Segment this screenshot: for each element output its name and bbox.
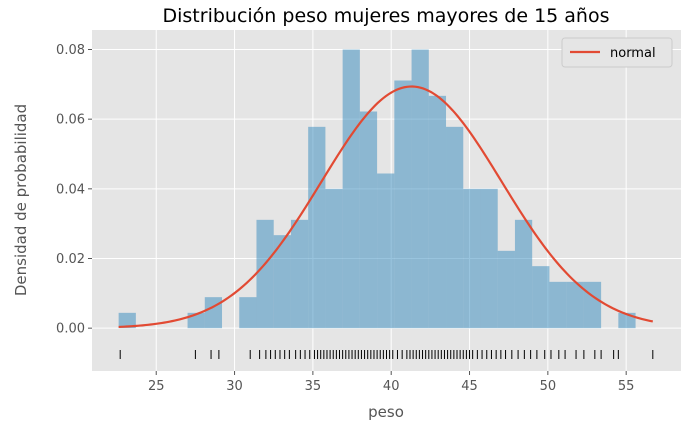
rug-marks bbox=[119, 350, 654, 359]
y-axis-label: Densidad de probabilidad bbox=[12, 104, 30, 296]
y-tick-label: 0.06 bbox=[56, 113, 85, 128]
y-tick-label: 0.02 bbox=[56, 252, 85, 267]
histogram-bar bbox=[497, 250, 515, 329]
histogram-bar bbox=[480, 188, 498, 329]
histogram-bar bbox=[377, 173, 395, 329]
histogram-bars bbox=[118, 49, 636, 329]
histogram-bar bbox=[549, 281, 567, 329]
histogram-bar bbox=[118, 312, 136, 329]
histogram-bar bbox=[532, 266, 550, 329]
histogram-bar bbox=[583, 281, 602, 329]
histogram-bar bbox=[428, 95, 447, 329]
histogram-bar bbox=[394, 80, 412, 329]
histogram-bar bbox=[463, 188, 481, 329]
y-tick-label: 0.08 bbox=[56, 43, 85, 58]
histogram-bar bbox=[204, 297, 223, 329]
histogram-bar bbox=[256, 219, 274, 329]
chart-title: Distribución peso mujeres mayores de 15 … bbox=[163, 5, 610, 27]
histogram-bar bbox=[308, 126, 326, 329]
legend-label-normal: normal bbox=[610, 46, 656, 61]
histogram-bar bbox=[290, 219, 309, 329]
histogram-bar bbox=[514, 219, 533, 329]
histogram-bar bbox=[273, 235, 291, 329]
y-axis-ticks: 0.00 0.02 0.04 0.06 0.08 bbox=[56, 43, 92, 337]
x-tick-label: 55 bbox=[618, 379, 635, 394]
x-tick-label: 50 bbox=[540, 379, 557, 394]
y-tick-label: 0.04 bbox=[56, 182, 85, 197]
x-axis-label: peso bbox=[368, 403, 404, 421]
histogram-bar bbox=[342, 49, 360, 329]
histogram-bar bbox=[446, 126, 464, 329]
histogram-bar bbox=[359, 111, 378, 329]
legend: normal bbox=[561, 37, 673, 68]
legend-box bbox=[561, 37, 673, 68]
x-tick-label: 35 bbox=[305, 379, 322, 394]
normal-curve bbox=[118, 85, 654, 329]
histogram-bar bbox=[566, 281, 584, 329]
histogram-bar bbox=[325, 188, 343, 329]
x-tick-label: 25 bbox=[148, 379, 165, 394]
y-tick-label: 0.00 bbox=[56, 322, 85, 337]
x-axis-ticks: 25 30 35 40 45 50 55 bbox=[148, 371, 634, 394]
histogram-bar bbox=[239, 297, 257, 329]
x-tick-label: 40 bbox=[383, 379, 400, 394]
x-tick-label: 30 bbox=[226, 379, 243, 394]
x-tick-label: 45 bbox=[461, 379, 478, 394]
histogram-bar bbox=[411, 49, 429, 329]
